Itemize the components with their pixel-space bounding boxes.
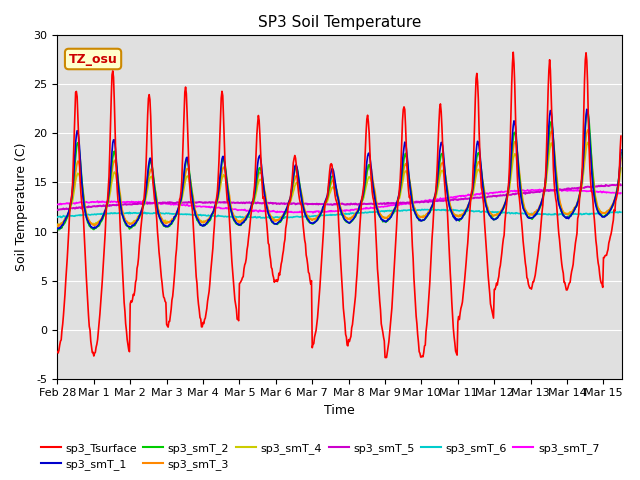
sp3_smT_7 (132, 199, 140, 204)
sp3_smT_5 (459, 196, 467, 202)
sp3_smT_2 (54, 226, 61, 231)
sp3_smT_3 (458, 213, 465, 218)
sp3_smT_1 (583, 107, 591, 112)
sp3_smT_5 (472, 195, 480, 201)
sp3_smT_6 (316, 212, 324, 218)
Line: sp3_smT_6: sp3_smT_6 (58, 209, 621, 218)
Line: sp3_smT_4: sp3_smT_4 (58, 143, 621, 225)
sp3_Tsurface (509, 49, 517, 55)
sp3_smT_7 (459, 193, 467, 199)
sp3_Tsurface (382, 355, 390, 360)
sp3_smT_2 (584, 108, 591, 114)
Line: sp3_smT_5: sp3_smT_5 (58, 184, 621, 210)
sp3_smT_5 (616, 181, 624, 187)
sp3_smT_3 (132, 217, 140, 223)
sp3_smT_7 (541, 186, 549, 192)
sp3_smT_7 (309, 210, 317, 216)
sp3_smT_1 (472, 157, 479, 163)
sp3_smT_6 (54, 215, 61, 220)
sp3_smT_4 (133, 216, 141, 222)
sp3_smT_2 (133, 218, 141, 224)
sp3_smT_5 (54, 207, 61, 213)
sp3_smT_1 (56, 225, 63, 230)
Legend: sp3_Tsurface, sp3_smT_1, sp3_smT_2, sp3_smT_3, sp3_smT_4, sp3_smT_5, sp3_smT_6, : sp3_Tsurface, sp3_smT_1, sp3_smT_2, sp3_… (36, 438, 604, 474)
sp3_smT_5 (295, 201, 303, 206)
sp3_smT_4 (472, 173, 480, 179)
sp3_Tsurface (54, 348, 61, 354)
X-axis label: Time: Time (324, 404, 355, 417)
sp3_Tsurface (459, 299, 467, 305)
Text: TZ_osu: TZ_osu (68, 52, 117, 65)
sp3_smT_4 (295, 184, 303, 190)
Line: sp3_smT_7: sp3_smT_7 (58, 189, 621, 213)
sp3_smT_1 (132, 219, 140, 225)
sp3_smT_2 (316, 213, 324, 219)
Line: sp3_Tsurface: sp3_Tsurface (58, 52, 621, 358)
sp3_smT_6 (420, 206, 428, 212)
sp3_smT_6 (460, 208, 467, 214)
sp3_smT_7 (56, 202, 63, 207)
sp3_Tsurface (294, 183, 301, 189)
sp3_smT_7 (54, 202, 61, 207)
sp3_smT_4 (459, 211, 467, 217)
sp3_smT_6 (56, 214, 63, 220)
sp3_smT_6 (473, 209, 481, 215)
sp3_Tsurface (132, 276, 140, 282)
sp3_smT_3 (54, 224, 61, 229)
sp3_smT_2 (459, 214, 467, 220)
sp3_Tsurface (617, 133, 625, 139)
sp3_smT_6 (295, 214, 303, 219)
sp3_smT_4 (316, 211, 324, 216)
Line: sp3_smT_3: sp3_smT_3 (58, 130, 621, 227)
sp3_smT_5 (617, 182, 625, 188)
sp3_smT_2 (617, 150, 625, 156)
sp3_smT_3 (584, 127, 591, 133)
sp3_smT_7 (316, 208, 324, 214)
sp3_smT_5 (316, 201, 324, 207)
sp3_smT_1 (458, 216, 465, 221)
sp3_smT_4 (54, 222, 61, 228)
sp3_smT_2 (295, 174, 303, 180)
sp3_Tsurface (316, 295, 323, 301)
sp3_smT_3 (472, 172, 479, 178)
sp3_smT_4 (55, 222, 63, 228)
sp3_smT_7 (294, 210, 301, 216)
sp3_smT_7 (617, 190, 625, 196)
sp3_smT_5 (54, 207, 62, 213)
sp3_smT_4 (617, 165, 625, 171)
sp3_Tsurface (56, 342, 63, 348)
sp3_smT_6 (260, 215, 268, 221)
sp3_smT_1 (294, 170, 301, 176)
sp3_smT_4 (56, 221, 64, 227)
sp3_smT_2 (472, 160, 480, 166)
sp3_smT_3 (294, 175, 301, 180)
sp3_smT_7 (472, 191, 480, 197)
sp3_smT_5 (133, 201, 141, 207)
sp3_smT_3 (56, 222, 63, 228)
sp3_smT_5 (56, 206, 64, 212)
Line: sp3_smT_2: sp3_smT_2 (58, 111, 621, 230)
sp3_smT_1 (316, 214, 323, 219)
sp3_smT_3 (617, 155, 625, 161)
sp3_Tsurface (472, 76, 480, 82)
sp3_smT_6 (132, 210, 140, 216)
sp3_smT_1 (54, 226, 61, 232)
Line: sp3_smT_1: sp3_smT_1 (58, 109, 621, 229)
Y-axis label: Soil Temperature (C): Soil Temperature (C) (15, 143, 28, 271)
sp3_smT_2 (55, 227, 63, 233)
sp3_smT_3 (316, 212, 323, 217)
sp3_smT_4 (584, 140, 591, 145)
sp3_smT_2 (56, 226, 64, 231)
Title: SP3 Soil Temperature: SP3 Soil Temperature (258, 15, 421, 30)
sp3_smT_6 (617, 209, 625, 215)
sp3_smT_1 (617, 147, 625, 153)
